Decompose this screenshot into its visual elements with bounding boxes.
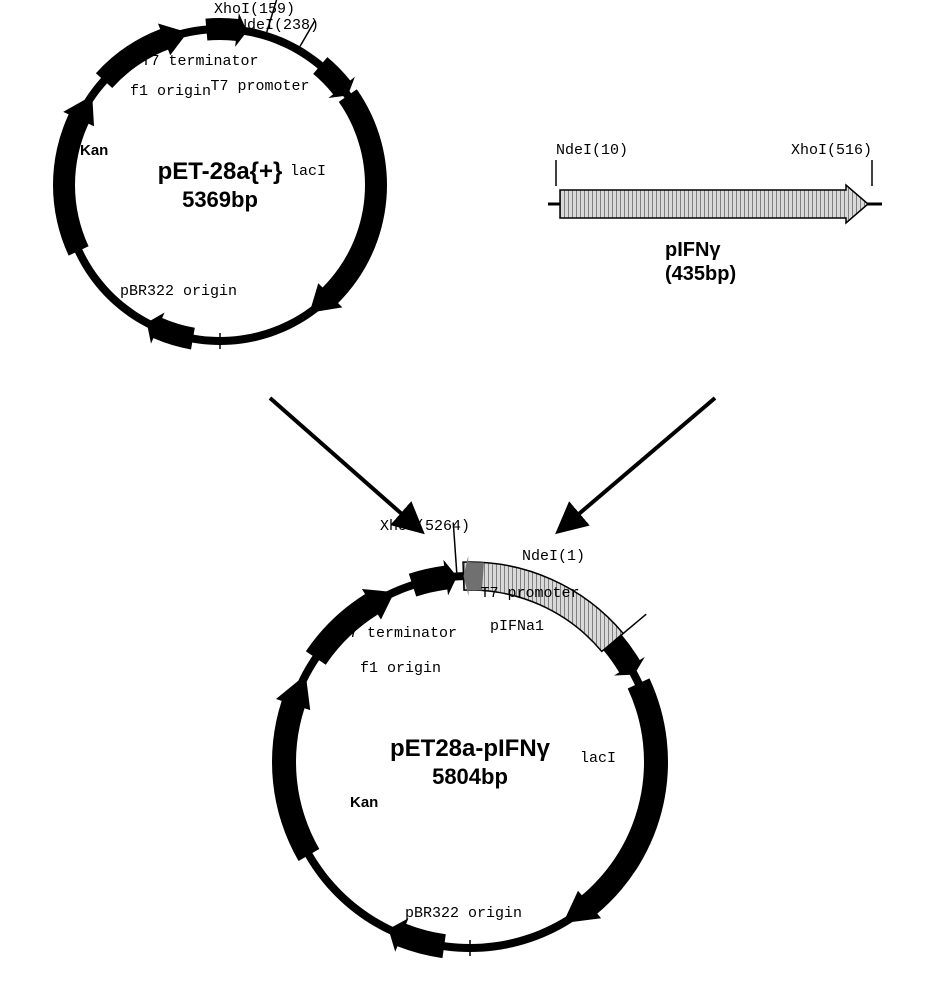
plasmid-name: pET28a-pIFNγ	[390, 735, 551, 762]
plasmid-feature	[563, 678, 668, 923]
insert-right-site: XhoI(516)	[791, 142, 872, 159]
restriction-site-label: NdeI(1)	[522, 548, 585, 565]
feature-label: Kan	[80, 142, 108, 159]
linear-insert	[548, 160, 882, 223]
feature-label: f1 origin	[360, 660, 441, 677]
insert-body	[560, 185, 868, 223]
flow-arrow	[560, 398, 715, 530]
insert-left-site: NdeI(10)	[556, 142, 628, 159]
plasmid-feature	[409, 560, 457, 597]
insert-size: (435bp)	[665, 263, 736, 285]
insert-arc	[463, 562, 623, 651]
plasmid-feature	[388, 918, 445, 958]
plasmid-feature	[147, 312, 195, 349]
plasmid-feature	[53, 96, 94, 256]
plasmid-size: 5369bp	[182, 187, 258, 212]
feature-label: T7 terminator	[141, 53, 258, 70]
plasmid-name: pET-28a{+}	[158, 158, 283, 185]
flow-arrow	[270, 398, 420, 530]
plasmid-feature	[272, 675, 319, 861]
insert-name: pIFNγ	[665, 239, 721, 261]
plasmid-size: 5804bp	[432, 764, 508, 789]
feature-label: Kan	[350, 794, 378, 811]
restriction-site-label: XhoI(159)	[214, 1, 295, 18]
restriction-site-tick	[616, 614, 647, 640]
feature-label: pBR322 origin	[120, 283, 237, 300]
feature-label: T7 promoter	[210, 78, 309, 95]
plasmid-diagram: lacI T7 promoter T7 terminator f1 origin Kan…	[0, 0, 931, 1000]
insert-arc-label: pIFNa1	[490, 618, 544, 635]
restriction-site-label: XhoI(5264)	[380, 518, 470, 535]
feature-label: lacI	[290, 163, 326, 180]
plasmid-feature	[309, 89, 387, 313]
feature-label: T7 terminator	[340, 625, 457, 642]
feature-label: T7 promoter	[480, 585, 579, 602]
feature-label: f1 origin	[130, 83, 211, 100]
restriction-site-label: NdeI(238)	[238, 17, 319, 34]
feature-label: lacI	[580, 750, 616, 767]
feature-label: pBR322 origin	[405, 905, 522, 922]
